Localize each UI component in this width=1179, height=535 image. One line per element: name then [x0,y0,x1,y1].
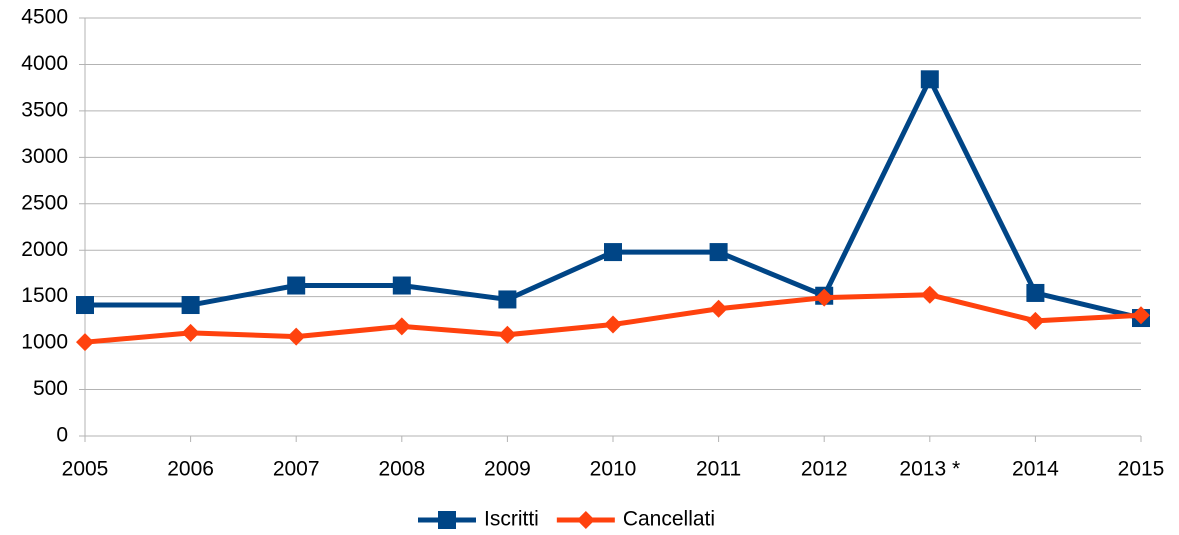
x-tick-label: 2015 [1118,458,1165,481]
y-tick-label: 1500 [21,284,68,307]
marker [181,296,200,315]
marker [920,285,939,304]
x-tick-label: 2008 [378,458,425,481]
y-tick-label: 2500 [21,191,68,214]
x-tick-label: 2013 * [899,458,960,481]
marker [815,288,834,307]
marker [76,296,94,315]
marker [392,276,411,295]
marker [392,317,411,336]
marker [498,290,517,309]
marker [181,323,200,342]
marker [1132,306,1150,325]
series-line [85,76,1142,321]
y-tick-label: 3000 [21,145,68,168]
y-tick-label: 500 [33,377,68,400]
marker [604,315,622,334]
y-tick-label: 4000 [21,52,68,75]
x-tick-label: 2010 [590,458,637,481]
marker [709,243,728,262]
marker [76,333,94,352]
legend-label: Cancellati [623,508,715,531]
marker [287,327,306,346]
x-tick-label: 2006 [167,458,214,481]
y-tick-label: 0 [56,424,68,447]
y-tick-label: 1000 [21,331,68,354]
marker [1026,311,1045,330]
marker [498,325,517,344]
marker [604,243,622,262]
marker [920,70,939,89]
marker [576,511,595,529]
marker [287,276,306,295]
x-tick-label: 2007 [273,458,320,481]
marker [438,511,456,529]
x-tick-label: 2014 [1012,458,1059,481]
legend-label: Iscritti [484,508,539,531]
marker [1026,283,1045,302]
x-tick-label: 2012 [801,458,848,481]
y-tick-label: 3500 [21,98,68,121]
x-tick-label: 2011 [696,458,741,481]
x-tick-label: 2009 [484,458,531,481]
x-tick-label: 2005 [62,458,109,481]
y-tick-label: 4500 [21,6,68,29]
y-tick-label: 2000 [21,238,68,261]
marker [709,299,728,318]
